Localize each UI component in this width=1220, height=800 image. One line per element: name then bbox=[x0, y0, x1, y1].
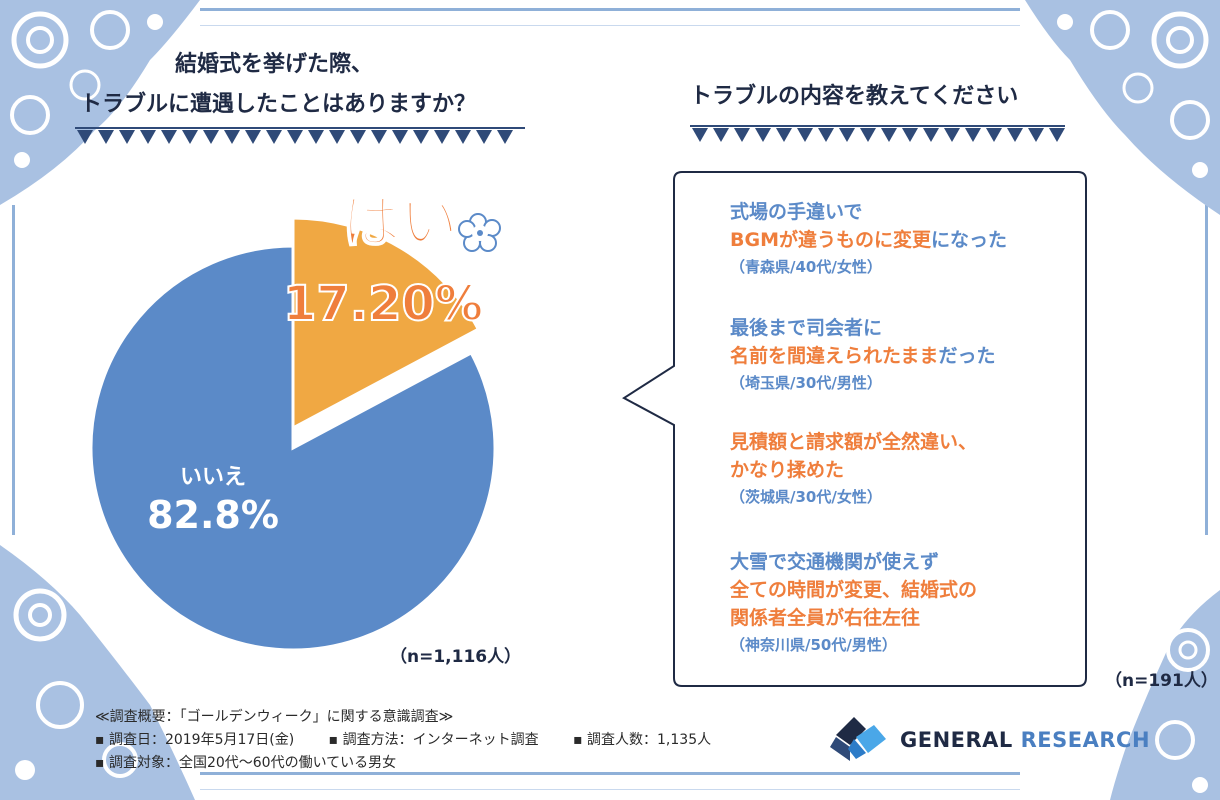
quote-text: かなり揉めた bbox=[730, 459, 845, 481]
quote-line: 関係者全員が右往左往 bbox=[730, 604, 977, 632]
lace-corner-top-right bbox=[1025, 0, 1220, 215]
general-research-logo-icon bbox=[830, 717, 886, 761]
quote-text: 全ての時間が変更、結婚式の bbox=[730, 579, 978, 601]
left-pennant-banner bbox=[75, 127, 525, 144]
frame-right-border bbox=[1205, 205, 1208, 535]
quote-item: 見積額と請求額が全然違い、 かなり揉めた （茨城県/30代/女性） bbox=[730, 428, 977, 510]
quote-text: BGMが違うものに変更 bbox=[730, 229, 931, 251]
quote-line: BGMが違うものに変更になった bbox=[730, 226, 1007, 254]
pie-slice-hai bbox=[291, 216, 481, 431]
quote-item: 大雪で交通機関が使えず全ての時間が変更、結婚式の 関係者全員が右往左往 （神奈川県/… bbox=[730, 548, 977, 658]
quote-text: 関係者全員が右往左往 bbox=[730, 607, 921, 629]
quote-text: になった bbox=[931, 229, 1008, 251]
quote-source: （茨城県/30代/女性） bbox=[730, 488, 882, 506]
quote-source: （神奈川県/50代/男性） bbox=[730, 636, 897, 654]
lace-corner-bottom-left bbox=[0, 545, 195, 800]
pie-chart: いいえ 82.8% はい 17.20% bbox=[89, 187, 501, 652]
quote-line: 最後まで司会者に bbox=[730, 314, 995, 342]
quote-text: 最後まで司会者に bbox=[730, 317, 883, 339]
quote-line: 全ての時間が変更、結婚式の bbox=[730, 576, 977, 604]
quote-line: 見積額と請求額が全然違い、 bbox=[730, 428, 977, 456]
survey-count: ▪ 調査人数：1,135人 bbox=[573, 732, 712, 748]
quote-line: かなり揉めた bbox=[730, 456, 977, 484]
quote-line: 名前を間違えられたままだった bbox=[730, 342, 995, 370]
right-pennant-banner bbox=[690, 125, 1065, 142]
frame-top-border bbox=[200, 8, 1020, 26]
hai-label: はい bbox=[342, 188, 458, 256]
quote-line: 大雪で交通機関が使えず bbox=[730, 548, 977, 576]
quote-text: 式場の手違いで bbox=[730, 201, 863, 223]
lace-corner-top-left bbox=[0, 0, 200, 205]
hai-percent: 17.20% bbox=[283, 276, 483, 332]
left-heading-line1: 結婚式を挙げた際、 bbox=[175, 52, 374, 77]
frame-bottom-border bbox=[200, 772, 1020, 790]
quote-source: （青森県/40代/女性） bbox=[730, 258, 882, 276]
survey-summary: ≪調査概要：「ゴールデンウィーク」に関する意識調査≫ ▪ 調査日：2019年5月… bbox=[95, 706, 741, 775]
survey-title: ≪調査概要：「ゴールデンウィーク」に関する意識調査≫ bbox=[95, 709, 454, 725]
survey-date: ▪ 調査日：2019年5月17日(金) bbox=[95, 732, 295, 748]
left-heading-line2: トラブルに遭遇したことはありますか？ bbox=[80, 92, 477, 117]
lace-corner-bottom-right bbox=[1110, 590, 1220, 800]
survey-target: ▪ 調査対象：全国20代～60代の働いている男女 bbox=[95, 755, 397, 771]
quote-text: 見積額と請求額が全然違い、 bbox=[730, 431, 978, 453]
general-research-logo-text: GENERAL RESEARCH bbox=[900, 728, 1151, 752]
right-heading: トラブルの内容を教えてください bbox=[690, 84, 1019, 109]
quote-text: 大雪で交通機関が使えず bbox=[730, 551, 940, 573]
quote-item: 最後まで司会者に名前を間違えられたままだった （埼玉県/30代/男性） bbox=[730, 314, 995, 396]
quotes-sample-size: （n=191人） bbox=[1105, 671, 1218, 691]
quote-text: 名前を間違えられたまま bbox=[730, 345, 939, 367]
quote-item: 式場の手違いで BGMが違うものに変更になった （青森県/40代/女性） bbox=[730, 198, 1007, 280]
survey-method: ▪ 調査方法：インターネット調査 bbox=[328, 732, 539, 748]
iie-label: いいえ bbox=[180, 465, 246, 490]
iie-percent: 82.8% bbox=[147, 493, 279, 537]
quote-line: 式場の手違いで bbox=[730, 198, 1007, 226]
pie-sample-size: （n=1,116人） bbox=[390, 647, 522, 667]
pie-slice-iie bbox=[89, 244, 497, 652]
flower-icon bbox=[458, 213, 501, 252]
quote-text: だった bbox=[938, 345, 996, 367]
frame-left-border bbox=[12, 205, 15, 535]
quote-source: （埼玉県/30代/男性） bbox=[730, 374, 882, 392]
speech-bubble bbox=[622, 171, 1087, 687]
